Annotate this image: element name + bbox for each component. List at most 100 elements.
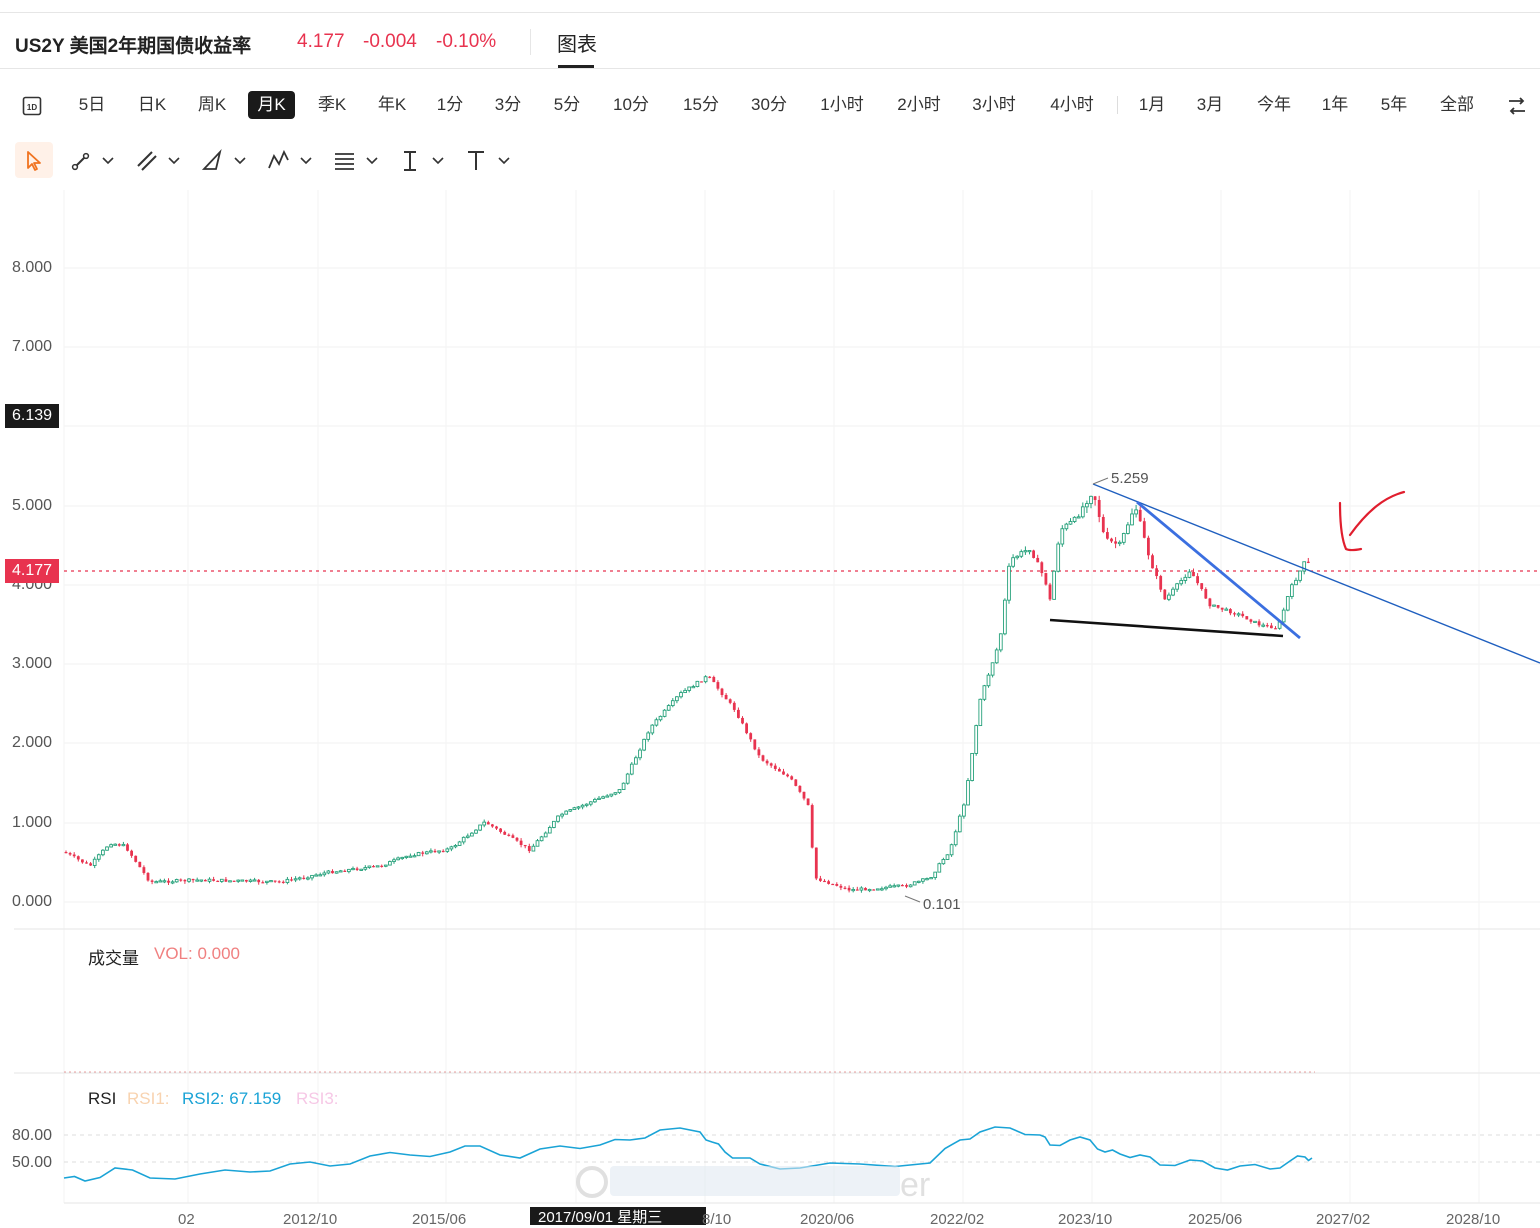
candle-body (1056, 543, 1061, 572)
period-button[interactable]: 4小时 (1050, 95, 1094, 114)
candle-body (1007, 565, 1011, 601)
candle-body (1134, 509, 1138, 515)
candle-body (1040, 562, 1044, 574)
candle-body (195, 879, 200, 882)
candle-body (638, 749, 642, 759)
text-tool[interactable] (464, 142, 514, 178)
candle-body (650, 724, 655, 734)
pattern-tool[interactable] (266, 142, 316, 178)
candle-body (81, 859, 84, 863)
period-button[interactable]: 3月 (1196, 95, 1224, 114)
candle-body (588, 801, 593, 805)
candle-body (580, 804, 585, 808)
period-button[interactable]: 1年 (1321, 95, 1349, 114)
period-button[interactable]: 1月 (1138, 95, 1166, 114)
candle-body (515, 837, 519, 841)
period-button[interactable]: 3小时 (972, 95, 1016, 114)
candle-body (1192, 571, 1195, 577)
candle-body (737, 709, 740, 718)
period-button[interactable]: 10分 (613, 95, 649, 114)
channel-tool[interactable] (134, 142, 184, 178)
candle-body (453, 845, 458, 848)
quote-header: US2Y 美国2年期国债收益率 4.177 -0.004 -0.10% 图表 (0, 13, 1540, 69)
measure-tool[interactable] (398, 142, 448, 178)
period-button[interactable]: 月K (248, 91, 295, 119)
candle-body (433, 850, 437, 853)
candle-body (281, 881, 285, 883)
candle-body (1171, 588, 1175, 596)
candle-body (245, 879, 248, 882)
candle-body (72, 854, 76, 857)
candle-body (916, 880, 921, 883)
period-button[interactable]: 周K (197, 95, 227, 114)
price-change-percent: -0.10% (436, 31, 497, 52)
candle-body (167, 880, 170, 883)
candle-body (248, 879, 253, 882)
period-button[interactable]: 30分 (751, 95, 787, 114)
candle-body (216, 880, 220, 883)
period-button[interactable]: 5年 (1380, 95, 1408, 114)
candle-body (933, 871, 938, 879)
handdrawn-arrow (1338, 490, 1406, 552)
falling-trendline (1136, 500, 1301, 640)
period-button[interactable]: 1分 (436, 95, 464, 114)
trendline-tool[interactable] (68, 142, 118, 178)
candle-body (351, 867, 355, 871)
candle-body (905, 885, 908, 887)
candle-body (908, 884, 913, 888)
period-button[interactable]: 3分 (494, 95, 522, 114)
candle-body (994, 649, 999, 664)
cursor-tool[interactable] (15, 142, 53, 178)
price-chart[interactable]: 5.259 0.101 (0, 185, 1540, 1221)
last-price-badge: 4.177 (5, 559, 60, 583)
long-trendline (1092, 483, 1540, 664)
candle-body (126, 844, 129, 851)
candle-body (831, 883, 835, 886)
candle-body (1229, 609, 1232, 614)
candle-body (531, 845, 536, 852)
candle-body (1044, 573, 1048, 585)
candle-body (1261, 624, 1266, 627)
triangle-tool[interactable] (200, 142, 250, 178)
last-price: 4.177 (297, 31, 345, 52)
candle-body (1281, 609, 1286, 623)
period-button[interactable]: 5分 (553, 95, 581, 114)
period-button[interactable]: 季K (317, 95, 347, 114)
candle-body (757, 749, 761, 756)
candle-body (491, 824, 494, 827)
candle-body (1290, 584, 1294, 597)
candle-body (228, 880, 232, 883)
candle-body (1068, 521, 1073, 525)
period-button[interactable]: 2小时 (897, 95, 941, 114)
candle-body (183, 879, 187, 882)
period-button[interactable]: 全部 (1440, 95, 1474, 114)
period-button[interactable]: 5日 (78, 95, 106, 114)
candle-body (64, 852, 68, 854)
candle-body (76, 856, 80, 860)
candle-body (794, 779, 798, 786)
period-button[interactable]: 年K (377, 95, 407, 114)
period-button[interactable]: 15分 (683, 95, 719, 114)
candle-body (912, 881, 917, 886)
settings-compare-icon[interactable] (1506, 95, 1528, 117)
period-button[interactable]: 日K (137, 95, 167, 114)
period-button[interactable]: 今年 (1257, 95, 1291, 114)
candle-body (1220, 607, 1224, 610)
candle-body (1241, 613, 1245, 617)
candle-body (855, 889, 859, 891)
candle-body (835, 884, 839, 886)
candle-body (535, 840, 540, 847)
fib-tool[interactable] (332, 142, 382, 178)
period-button[interactable]: 1小时 (820, 95, 864, 114)
candle-body (96, 854, 101, 860)
candle-body (109, 844, 113, 848)
candle-body (778, 768, 781, 772)
candle-body (519, 840, 523, 845)
candle-body (1064, 523, 1069, 530)
tab-chart[interactable]: 图表 (557, 34, 597, 56)
period-bar: 1D 5日 日K 周K 月K 季K 年K 1分 3分 5分 10分 15分 30分 1小时 2小时 3小时 4… (0, 88, 1540, 122)
interval-icon[interactable]: 1D (22, 96, 42, 116)
rsi3-value: RSI3: (296, 1089, 339, 1108)
candle-body (306, 877, 310, 880)
rsi-level-label: 50.00 (12, 1154, 53, 1171)
